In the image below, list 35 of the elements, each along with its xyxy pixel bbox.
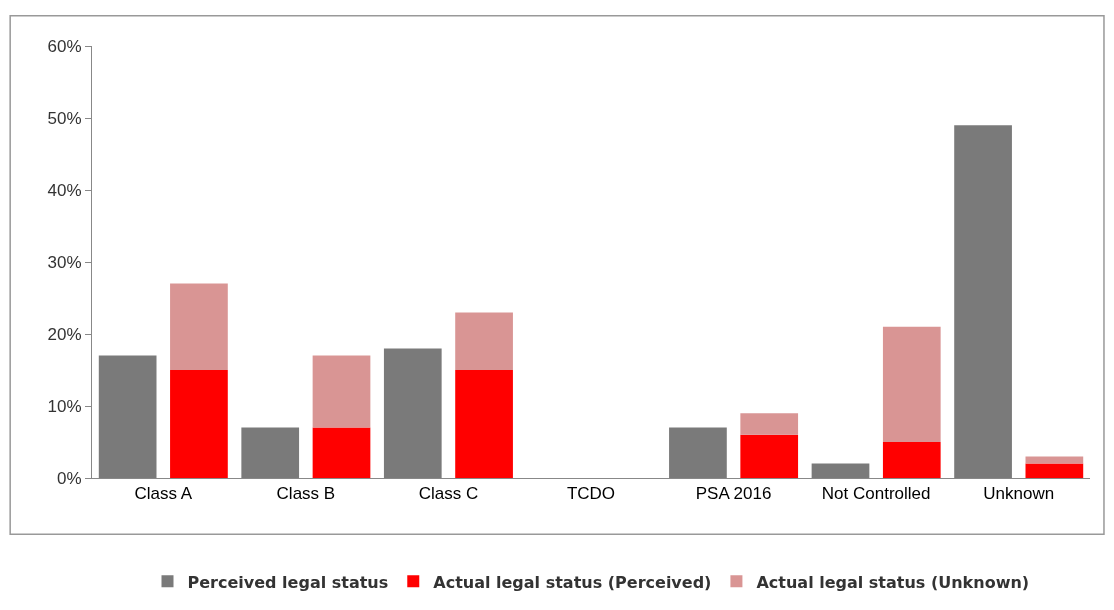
legend-label: Perceived legal status [187,572,389,592]
y-tick-label: 20% [47,324,82,344]
bar [383,348,442,478]
y-tick-label: 0% [57,468,82,488]
y-tick-label: 40% [47,180,82,200]
bar [954,125,1012,478]
x-tick-label: Not Controlled [821,484,931,504]
y-tick-label: 60% [47,36,82,56]
legend-label: Actual legal status (Perceived) [433,572,712,592]
bar [740,434,799,478]
x-tick-label: Class C [418,484,479,504]
bar [455,312,513,370]
bar [312,427,371,478]
y-tick-label: 50% [47,108,82,128]
x-tick-label: Unknown [983,484,1055,504]
bar [170,370,228,478]
bar [455,370,513,478]
bar [1025,456,1084,464]
legend-label: Actual legal status (Unknown) [756,572,1030,592]
bar [669,427,727,478]
y-tick-label: 30% [47,252,82,272]
bar [1025,463,1084,478]
bar [312,355,371,428]
bar [882,442,941,478]
bar [170,283,228,370]
bar [241,427,300,478]
x-tick-label: Class A [134,484,193,504]
bar [98,355,157,478]
bar [740,413,799,435]
x-tick-label: PSA 2016 [695,484,772,504]
x-tick-label: Class B [276,484,336,504]
bar [882,326,941,442]
y-tick-label: 10% [47,396,82,416]
x-tick-label: TCDO [566,484,616,504]
bar [811,463,870,478]
